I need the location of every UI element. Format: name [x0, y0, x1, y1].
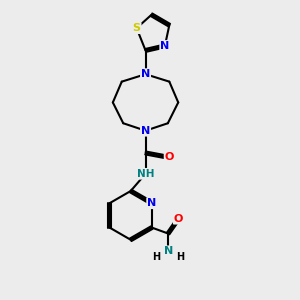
Text: H: H [176, 252, 184, 262]
Text: N: N [141, 69, 150, 79]
Text: N: N [160, 41, 170, 51]
Text: O: O [174, 214, 183, 224]
Text: O: O [165, 152, 174, 162]
Text: NH: NH [137, 169, 154, 179]
Text: N: N [164, 246, 173, 256]
Text: N: N [147, 198, 156, 208]
Text: H: H [152, 252, 160, 262]
Text: N: N [141, 126, 150, 136]
Text: S: S [133, 23, 141, 33]
